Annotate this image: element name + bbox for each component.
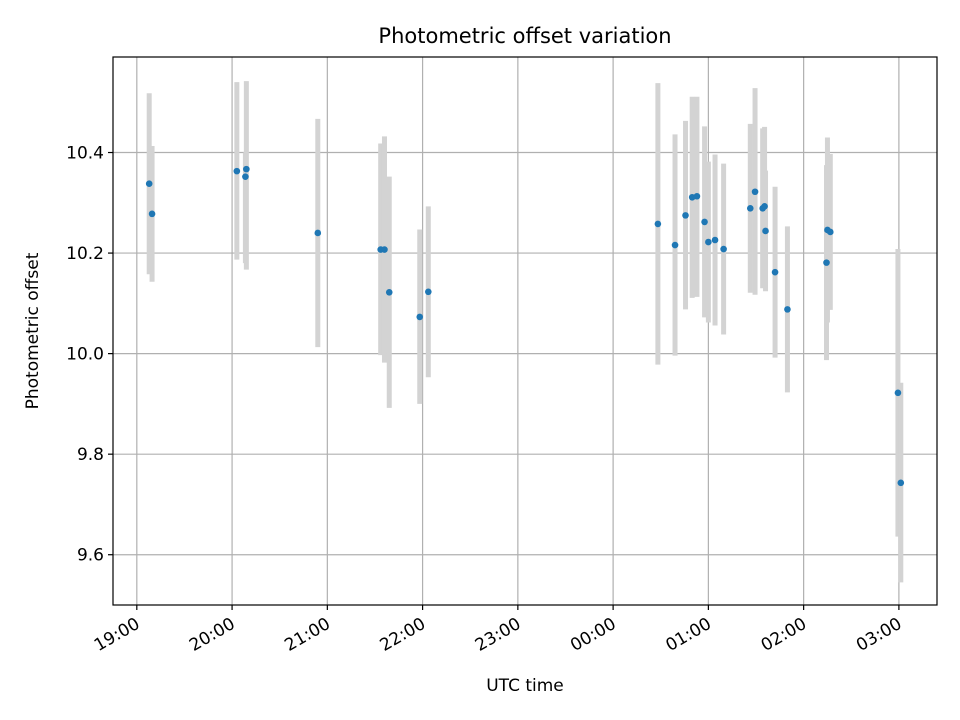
data-point (233, 167, 241, 175)
data-point (314, 229, 322, 237)
x-tick-label: 21:00 (281, 614, 333, 656)
y-tick-label: 9.8 (77, 445, 104, 465)
data-point (381, 246, 388, 253)
data-point (654, 220, 662, 228)
data-point (682, 212, 689, 219)
data-point (148, 210, 156, 218)
errorbar-layer (146, 81, 904, 583)
chart-title: Photometric offset variation (378, 24, 671, 48)
data-point (720, 245, 727, 253)
data-point (897, 479, 905, 487)
data-point (761, 203, 768, 210)
data-point (762, 227, 769, 235)
x-tick-label: 00:00 (567, 614, 619, 656)
data-point (145, 180, 153, 187)
x-tick-label: 23:00 (472, 614, 524, 656)
point-layer (145, 165, 905, 487)
x-axis-label: UTC time (486, 676, 564, 696)
x-tick-label: 22:00 (377, 614, 429, 656)
data-point (751, 188, 759, 196)
grid-layer (113, 57, 937, 605)
data-point (701, 218, 708, 226)
data-point (416, 313, 424, 321)
x-tick-label: 19:00 (91, 614, 143, 656)
y-tick-label: 10.4 (66, 144, 104, 164)
data-point (711, 236, 719, 244)
data-point (385, 288, 393, 296)
x-tick-label: 20:00 (186, 614, 238, 656)
x-tick-label: 02:00 (758, 614, 810, 656)
data-point (771, 268, 779, 276)
data-point (746, 205, 754, 212)
y-tick-label: 10.2 (66, 244, 104, 264)
data-point (784, 306, 791, 313)
data-point (894, 389, 902, 397)
x-tick-label: 03:00 (853, 614, 905, 656)
y-tick-label: 9.6 (77, 546, 104, 566)
x-axis-ticks: 19:00 20:00 21:00 22:00 23:00 00:00 01:00 02:00… (91, 605, 905, 656)
data-point (827, 228, 834, 236)
y-axis-ticks: 9.6 9.8 10.0 10.2 10.4 (66, 144, 113, 566)
data-point (705, 238, 712, 246)
data-point (243, 165, 250, 173)
data-point (671, 241, 679, 249)
y-tick-label: 10.0 (66, 345, 104, 365)
x-tick-label: 01:00 (662, 614, 714, 656)
data-point (693, 192, 701, 200)
y-axis-label: Photometric offset (23, 252, 43, 409)
data-point (425, 288, 432, 296)
data-point (823, 259, 830, 266)
plot-frame (112, 56, 938, 606)
data-point (242, 173, 249, 180)
